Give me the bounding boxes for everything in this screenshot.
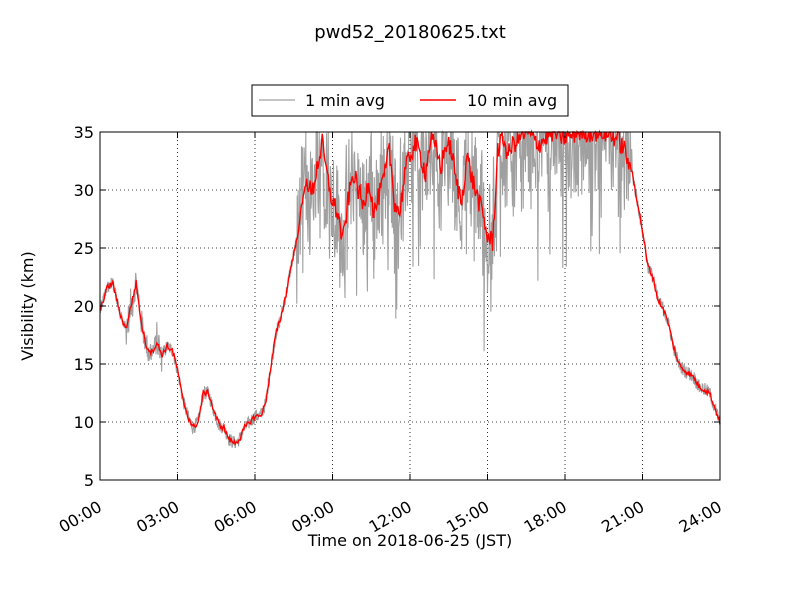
- y-tick-label: 5: [84, 471, 94, 490]
- y-tick-label: 20: [74, 297, 94, 316]
- x-tick-label: 18:00: [521, 497, 570, 537]
- x-tick-label: 00:00: [56, 497, 105, 537]
- y-tick-label: 15: [74, 355, 94, 374]
- y-tick-label: 35: [74, 123, 94, 142]
- legend: 1 min avg 10 min avg: [251, 84, 569, 117]
- x-tick-label: 03:00: [133, 497, 182, 537]
- legend-box: [251, 84, 569, 117]
- axis-ticks: [99, 131, 721, 481]
- y-axis-label: Visibility (km): [18, 251, 37, 360]
- legend-label-10min: 10 min avg: [467, 91, 557, 110]
- x-tick-label: 21:00: [598, 497, 647, 537]
- y-tick-label: 10: [74, 413, 94, 432]
- x-tick-label: 24:00: [676, 497, 725, 537]
- x-tick-label: 06:00: [211, 497, 260, 537]
- line-10min-avg: [99, 129, 721, 447]
- x-axis-label: Time on 2018-06-25 (JST): [307, 531, 512, 550]
- series-10min-avg: [99, 129, 721, 447]
- y-tick-label: 30: [74, 181, 94, 200]
- legend-label-1min: 1 min avg: [305, 91, 385, 110]
- grid-lines: [100, 132, 720, 480]
- y-tick-label: 25: [74, 239, 94, 258]
- y-tick-labels: 5 10 15 20 25 30 35: [74, 123, 94, 490]
- chart-title: pwd52_20180625.txt: [314, 22, 506, 43]
